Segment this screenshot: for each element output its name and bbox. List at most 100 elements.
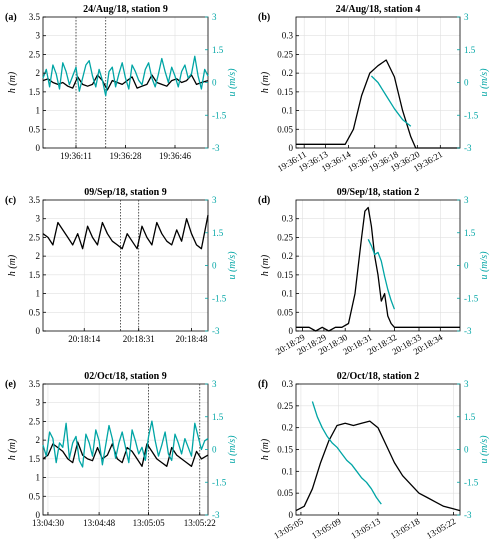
y-right-tick-label: 3 xyxy=(212,195,217,205)
y-right-tick-label: 1.5 xyxy=(464,45,476,55)
panel-3: 0 0.5 1 1.5 2 2.5 3 3.5 -3 -1.5 0 1.5 3 20:18:14 20:18… xyxy=(5,187,238,344)
x-tick-label: 13:05:09 xyxy=(310,516,343,541)
y-right-tick-label: -3 xyxy=(212,326,220,336)
y-right-tick-label: 1.5 xyxy=(212,45,224,55)
y-right-tick-label: -3 xyxy=(212,143,220,153)
y-tick-label: 2.5 xyxy=(29,49,41,59)
panel-title: 09/Sep/18, station 9 xyxy=(84,187,167,198)
y-tick-label: 0 xyxy=(36,143,41,153)
y-right-axis-label: u (m/s) xyxy=(479,435,490,464)
y-tick-label: 2.5 xyxy=(29,232,41,242)
panel-2: 00.050.10.150.20.250.3-3-1.501.5319:36:1… xyxy=(258,4,490,174)
velocity-series-line xyxy=(367,239,396,310)
y-tick-label: 1 xyxy=(36,106,41,116)
y-right-tick-label: 0 xyxy=(212,445,217,455)
x-tick-label: 19:36:28 xyxy=(109,151,142,161)
y-tick-label: 0.1 xyxy=(282,289,293,299)
plot-frame xyxy=(295,199,461,332)
y-tick-label: 0 xyxy=(289,143,294,153)
y-tick-label: 3.5 xyxy=(29,379,41,389)
panel-letter: (b) xyxy=(258,12,270,23)
y-tick-label: 0.1 xyxy=(282,106,293,116)
x-tick-label: 19:36:11 xyxy=(60,151,92,161)
y-right-tick-label: -3 xyxy=(464,510,472,520)
y-right-axis-label: u (m/s) xyxy=(479,251,490,280)
y-tick-label: 1.5 xyxy=(29,87,41,97)
y-right-tick-label: -3 xyxy=(212,510,220,520)
x-tick-label: 13:05:18 xyxy=(389,516,422,541)
x-tick-label: 13:05:05 xyxy=(133,518,166,528)
y-tick-label: 0.2 xyxy=(282,251,293,261)
y-tick-label: 0 xyxy=(289,510,294,520)
y-tick-label: 0.2 xyxy=(282,68,293,78)
y-right-tick-label: 1.5 xyxy=(464,412,476,422)
y-right-tick-label: 0 xyxy=(464,78,469,88)
y-tick-label: 0 xyxy=(36,326,41,336)
y-tick-label: 0.05 xyxy=(277,124,293,134)
y-tick-label: 1 xyxy=(36,289,41,299)
y-right-tick-label: 0 xyxy=(464,261,469,271)
y-tick-label: 1.5 xyxy=(29,270,41,280)
y-tick-label: 0.25 xyxy=(277,401,293,411)
y-tick-label: 0.5 xyxy=(29,124,41,134)
plot-frame xyxy=(42,199,209,332)
panel-title: 02/Oct/18, station 2 xyxy=(337,371,420,382)
y-tick-label: 3.5 xyxy=(29,12,41,22)
y-axis-label: h (m) xyxy=(7,254,18,276)
y-right-axis-label: u (m/s) xyxy=(227,251,238,280)
y-right-axis-label: u (m/s) xyxy=(227,435,238,464)
panel-letter: (c) xyxy=(5,195,16,206)
depth-series-line xyxy=(42,441,209,467)
x-tick-label: 13:04:48 xyxy=(83,518,116,528)
panel-letter: (d) xyxy=(258,195,270,206)
y-tick-label: 0.1 xyxy=(282,466,293,476)
y-tick-label: 0 xyxy=(36,510,41,520)
panel-title: 24/Aug/18, station 4 xyxy=(336,4,421,15)
y-tick-label: 0.5 xyxy=(29,491,41,501)
x-tick-label: 20:18:48 xyxy=(175,334,208,344)
y-axis-label: h (m) xyxy=(7,438,18,460)
y-tick-label: 0.15 xyxy=(277,445,293,455)
y-right-tick-label: 1.5 xyxy=(212,412,224,422)
y-right-tick-label: 0 xyxy=(212,78,217,88)
y-right-tick-label: 3 xyxy=(464,195,469,205)
panel-letter: (a) xyxy=(5,12,17,23)
panel-letter: (f) xyxy=(258,379,268,390)
y-tick-label: 0 xyxy=(289,326,294,336)
y-tick-label: 2 xyxy=(36,68,41,78)
depth-series-line xyxy=(296,59,460,149)
y-tick-label: 2.5 xyxy=(29,416,41,426)
y-right-tick-label: -1.5 xyxy=(464,477,479,487)
y-right-tick-label: 1.5 xyxy=(464,228,476,238)
panel-6: 0 0.05 0.1 0.15 0.2 0.25 0.3 -3 -1.5 0 1.5 3 13:05:0… xyxy=(258,371,490,541)
y-tick-label: 0.3 xyxy=(282,214,294,224)
x-tick-label: 13:05:22 xyxy=(184,518,216,528)
y-right-tick-label: 3 xyxy=(464,379,469,389)
y-right-axis-label: u (m/s) xyxy=(479,68,490,97)
y-axis-label: h (m) xyxy=(260,254,271,276)
depth-series-line xyxy=(42,214,209,250)
x-tick-label: 20:18:31 xyxy=(123,334,155,344)
y-right-tick-label: 0 xyxy=(464,445,469,455)
depth-series-line xyxy=(295,420,461,512)
y-right-tick-label: -1.5 xyxy=(212,110,227,120)
y-tick-label: 0.3 xyxy=(282,31,294,41)
y-right-tick-label: 0 xyxy=(212,261,217,271)
velocity-series-line xyxy=(42,420,209,468)
x-tick-label: 19:36:46 xyxy=(159,151,192,161)
y-tick-label: 0.25 xyxy=(277,49,293,59)
y-right-tick-label: 3 xyxy=(212,12,217,22)
y-tick-label: 0.15 xyxy=(277,87,293,97)
y-right-tick-label: 1.5 xyxy=(212,228,224,238)
y-right-tick-label: -1.5 xyxy=(212,477,227,487)
y-right-tick-label: -3 xyxy=(464,326,472,336)
y-tick-label: 3.5 xyxy=(29,195,41,205)
velocity-series-line xyxy=(370,75,412,127)
velocity-series-line xyxy=(42,55,209,97)
x-tick-label: 13:04:30 xyxy=(32,518,65,528)
y-axis-label: h (m) xyxy=(260,71,271,93)
y-right-tick-label: -1.5 xyxy=(464,293,479,303)
y-right-axis-label: u (m/s) xyxy=(227,68,238,97)
x-tick-label: 13:05:13 xyxy=(349,516,382,541)
